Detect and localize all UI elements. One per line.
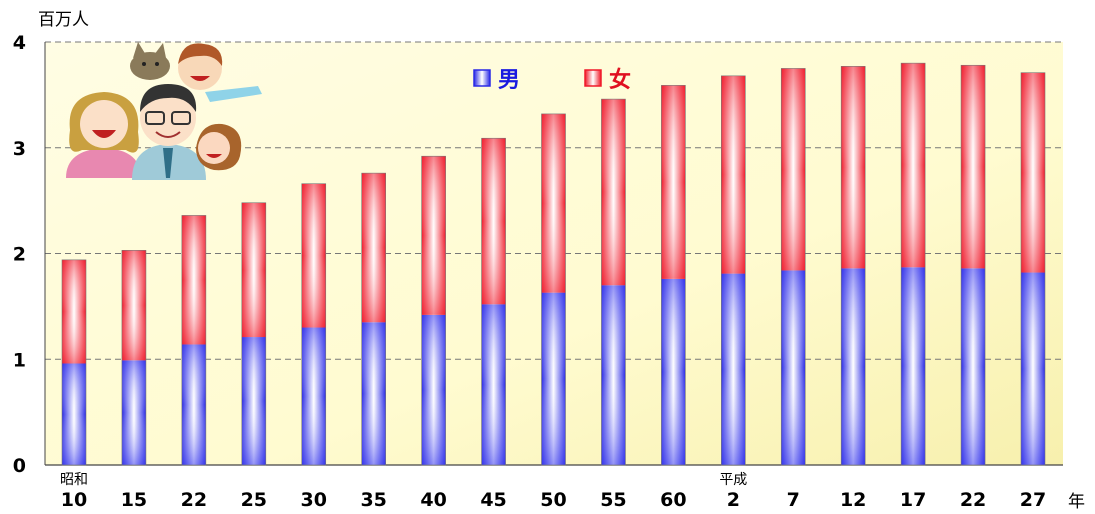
bar-female-shade-9 bbox=[601, 99, 626, 286]
bar-male-shade-12 bbox=[781, 270, 806, 465]
era-label: 昭和 bbox=[60, 472, 88, 488]
family-illustration bbox=[66, 42, 262, 180]
bar-male-shade-1 bbox=[121, 360, 146, 465]
x-tick-labels: 10 15 22 25 30 35 40 45 50 55 60 2 7 12 17 22 27 bbox=[61, 489, 1046, 511]
bar-outline-11 bbox=[721, 75, 746, 466]
bar-outline-13 bbox=[840, 66, 866, 466]
bar-male-shade-0 bbox=[62, 363, 86, 465]
legend: 男 女 bbox=[473, 67, 631, 93]
era-label: 平成 bbox=[719, 472, 747, 488]
bar-male-shade-15 bbox=[961, 268, 986, 465]
bars bbox=[61, 62, 1046, 466]
bar-outline-0 bbox=[61, 259, 87, 466]
bar-male-shade-8 bbox=[541, 292, 566, 465]
bar-male-shade-2 bbox=[181, 344, 206, 465]
legend-female-label: 女 bbox=[609, 67, 631, 93]
legend-male-swatch bbox=[473, 69, 491, 87]
girl-icon bbox=[196, 123, 242, 171]
x-tick-label: 15 bbox=[121, 489, 147, 511]
bar-female-shade-11 bbox=[721, 75, 746, 274]
bar-female-shade-0 bbox=[62, 259, 86, 364]
bar-male-shade-3 bbox=[241, 337, 266, 465]
bar-female-shade-3 bbox=[241, 202, 266, 338]
x-tick-label: 55 bbox=[600, 489, 626, 511]
x-tick-label: 17 bbox=[900, 489, 926, 511]
bar-male-shade-13 bbox=[841, 268, 866, 465]
bar-female-shade-16 bbox=[1021, 72, 1045, 273]
y-tick-labels: 0 1 2 3 4 bbox=[13, 32, 26, 477]
x-tick-label: 22 bbox=[960, 489, 986, 511]
bar-outline-15 bbox=[960, 64, 986, 466]
bar-outline-7 bbox=[481, 137, 506, 466]
bar-female-shade-13 bbox=[841, 66, 866, 269]
x-tick-label: 2 bbox=[727, 489, 740, 511]
x-unit-label: 年 bbox=[1068, 492, 1085, 512]
x-tick-label: 40 bbox=[420, 489, 446, 511]
bar-outline-10 bbox=[661, 85, 686, 466]
bar-outline-6 bbox=[421, 155, 446, 466]
x-tick-label: 7 bbox=[787, 489, 800, 511]
bar-male-shade-11 bbox=[721, 273, 746, 465]
x-tick-label: 30 bbox=[301, 489, 327, 511]
y-tick-label: 4 bbox=[13, 32, 26, 54]
bar-outline-9 bbox=[601, 98, 626, 466]
legend-female-swatch bbox=[584, 69, 602, 87]
boy-icon bbox=[178, 43, 262, 102]
bar-female-shade-12 bbox=[781, 68, 806, 271]
bar-male-shade-6 bbox=[421, 314, 446, 465]
bar-outline-1 bbox=[121, 250, 147, 466]
era-labels: 昭和 平成 bbox=[60, 472, 747, 488]
x-tick-label: 27 bbox=[1020, 489, 1046, 511]
x-tick-label: 10 bbox=[61, 489, 87, 511]
bar-outline-16 bbox=[1020, 72, 1046, 466]
bar-female-shade-14 bbox=[901, 63, 926, 268]
x-tick-label: 12 bbox=[840, 489, 866, 511]
y-tick-label: 0 bbox=[13, 455, 26, 477]
bar-male-shade-9 bbox=[601, 285, 626, 465]
bar-male-shade-5 bbox=[361, 322, 386, 465]
bar-outline-3 bbox=[241, 202, 267, 466]
bar-female-shade-8 bbox=[541, 113, 566, 293]
mother-icon bbox=[66, 92, 141, 178]
x-tick-label: 35 bbox=[360, 489, 386, 511]
bar-male-shade-7 bbox=[481, 304, 506, 465]
y-tick-label: 3 bbox=[13, 138, 26, 160]
bar-male-shade-4 bbox=[301, 327, 326, 465]
y-tick-label: 1 bbox=[13, 349, 26, 371]
bar-female-shade-1 bbox=[121, 250, 146, 361]
y-tick-label: 2 bbox=[13, 244, 26, 266]
bar-outline-2 bbox=[181, 215, 207, 466]
bar-male-shade-14 bbox=[901, 267, 926, 465]
bar-male-shade-10 bbox=[661, 278, 686, 465]
bar-outline-5 bbox=[361, 172, 386, 466]
bar-female-shade-4 bbox=[301, 183, 326, 328]
bar-male-shade-16 bbox=[1021, 272, 1045, 465]
x-tick-label: 25 bbox=[241, 489, 267, 511]
legend-male-label: 男 bbox=[498, 68, 520, 93]
cat-icon bbox=[130, 42, 170, 80]
bar-female-shade-5 bbox=[361, 173, 386, 323]
bar-female-shade-2 bbox=[181, 215, 206, 345]
bar-outline-14 bbox=[900, 62, 926, 466]
bar-outline-4 bbox=[301, 183, 327, 466]
x-tick-label: 50 bbox=[540, 489, 566, 511]
x-tick-label: 22 bbox=[181, 489, 207, 511]
x-tick-label: 60 bbox=[660, 489, 686, 511]
bar-outline-12 bbox=[780, 68, 806, 466]
father-icon bbox=[132, 84, 206, 180]
x-tick-label: 45 bbox=[480, 489, 506, 511]
y-unit-label: 百万人 bbox=[38, 10, 89, 30]
bar-female-shade-15 bbox=[961, 65, 986, 269]
bar-female-shade-10 bbox=[661, 85, 686, 279]
bar-female-shade-7 bbox=[481, 138, 506, 305]
bar-female-shade-6 bbox=[421, 156, 446, 315]
bar-outline-8 bbox=[541, 113, 566, 466]
